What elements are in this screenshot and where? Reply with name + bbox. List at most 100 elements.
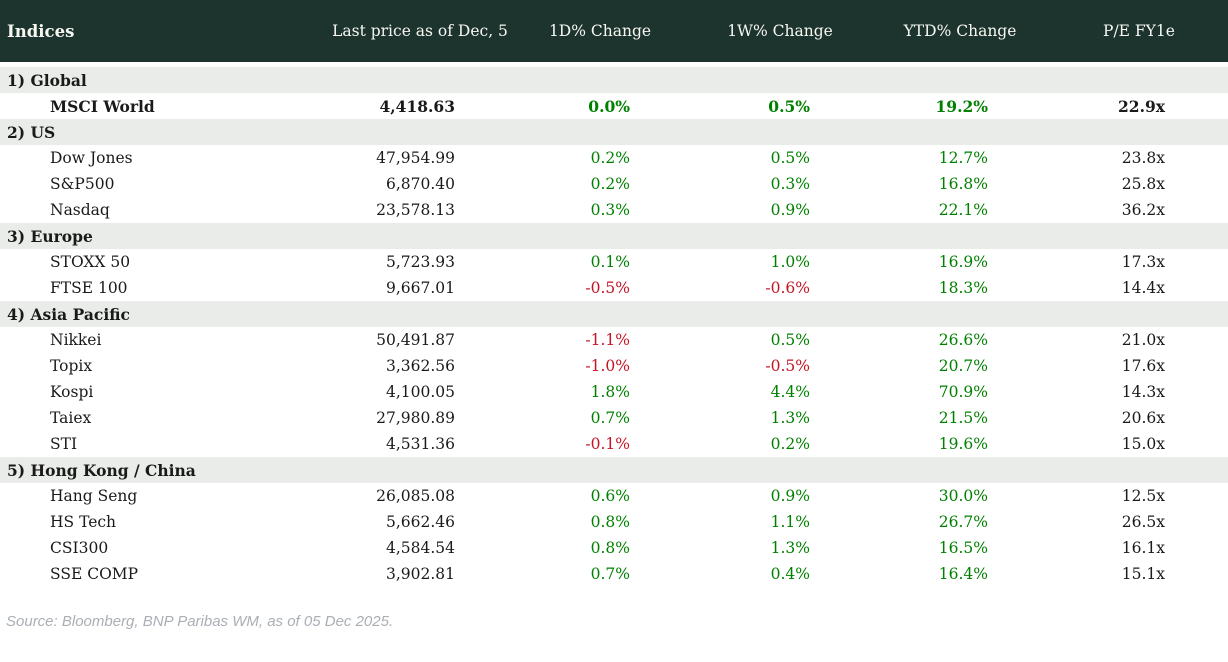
index-row: S&P500 6,870.40 0.2% 0.3% 16.8% 25.8x — [0, 171, 1228, 197]
pe-value-cell: 20.6x — [1050, 405, 1228, 431]
w1-value-cell: 4.4% — [690, 379, 870, 405]
index-row: Taiex 27,980.89 0.7% 1.3% 21.5% 20.6x — [0, 405, 1228, 431]
w1-value-cell: -0.5% — [690, 353, 870, 379]
price-value-cell: 3,902.81 — [330, 561, 510, 587]
w1-value-cell: 0.9% — [690, 483, 870, 509]
price-value-cell: 4,531.36 — [330, 431, 510, 457]
w1-value-cell: 0.4% — [690, 561, 870, 587]
pe-value-cell: 17.6x — [1050, 353, 1228, 379]
index-row: Dow Jones 47,954.99 0.2% 0.5% 12.7% 23.8x — [0, 145, 1228, 171]
pe-value-cell: 12.5x — [1050, 483, 1228, 509]
section-row: 4) Asia Pacific — [0, 301, 1228, 327]
d1-value-cell: 0.7% — [510, 561, 690, 587]
index-row: Nasdaq 23,578.13 0.3% 0.9% 22.1% 36.2x — [0, 197, 1228, 223]
w1-value-cell: 1.3% — [690, 405, 870, 431]
d1-value-cell: -0.5% — [510, 275, 690, 301]
index-name-cell: Kospi — [0, 379, 330, 405]
index-name-cell: STOXX 50 — [0, 249, 330, 275]
d1-value-cell: 0.7% — [510, 405, 690, 431]
w1-value-cell: 0.5% — [690, 93, 870, 119]
index-row: HS Tech 5,662.46 0.8% 1.1% 26.7% 26.5x — [0, 509, 1228, 535]
price-value-cell: 23,578.13 — [330, 197, 510, 223]
ytd-value-cell: 16.9% — [870, 249, 1050, 275]
header-spacer — [0, 62, 1228, 67]
d1-value-cell: 0.8% — [510, 509, 690, 535]
ytd-value-cell: 26.6% — [870, 327, 1050, 353]
index-name-cell: FTSE 100 — [0, 275, 330, 301]
column-header-w1: 1W% Change — [690, 0, 870, 62]
ytd-value-cell: 18.3% — [870, 275, 1050, 301]
column-header-name: Indices — [0, 0, 330, 62]
index-name-cell: Nikkei — [0, 327, 330, 353]
w1-value-cell: 1.1% — [690, 509, 870, 535]
index-row: Nikkei 50,491.87 -1.1% 0.5% 26.6% 21.0x — [0, 327, 1228, 353]
section-row: 3) Europe — [0, 223, 1228, 249]
table-header-row: Indices Last price as of Dec, 5 1D% Change… — [0, 0, 1228, 62]
price-value-cell: 50,491.87 — [330, 327, 510, 353]
d1-value-cell: -1.1% — [510, 327, 690, 353]
index-name-cell: Nasdaq — [0, 197, 330, 223]
pe-value-cell: 16.1x — [1050, 535, 1228, 561]
d1-value-cell: 0.2% — [510, 171, 690, 197]
ytd-value-cell: 16.5% — [870, 535, 1050, 561]
pe-value-cell: 21.0x — [1050, 327, 1228, 353]
section-label: 3) Europe — [0, 223, 1228, 249]
index-row: Topix 3,362.56 -1.0% -0.5% 20.7% 17.6x — [0, 353, 1228, 379]
column-header-price: Last price as of Dec, 5 — [330, 0, 510, 62]
price-value-cell: 4,418.63 — [330, 93, 510, 119]
index-name-cell: MSCI World — [0, 93, 330, 119]
section-label: 2) US — [0, 119, 1228, 145]
column-header-pe: P/E FY1e — [1050, 0, 1228, 62]
price-value-cell: 5,723.93 — [330, 249, 510, 275]
pe-value-cell: 14.4x — [1050, 275, 1228, 301]
ytd-value-cell: 26.7% — [870, 509, 1050, 535]
index-name-cell: S&P500 — [0, 171, 330, 197]
d1-value-cell: 0.6% — [510, 483, 690, 509]
ytd-value-cell: 30.0% — [870, 483, 1050, 509]
section-row: 2) US — [0, 119, 1228, 145]
index-name-cell: CSI300 — [0, 535, 330, 561]
w1-value-cell: 0.3% — [690, 171, 870, 197]
pe-value-cell: 22.9x — [1050, 93, 1228, 119]
w1-value-cell: 0.9% — [690, 197, 870, 223]
price-value-cell: 27,980.89 — [330, 405, 510, 431]
price-value-cell: 5,662.46 — [330, 509, 510, 535]
index-name-cell: Topix — [0, 353, 330, 379]
section-label: 5) Hong Kong / China — [0, 457, 1228, 483]
ytd-value-cell: 19.2% — [870, 93, 1050, 119]
pe-value-cell: 26.5x — [1050, 509, 1228, 535]
w1-value-cell: 0.5% — [690, 145, 870, 171]
d1-value-cell: -1.0% — [510, 353, 690, 379]
price-value-cell: 26,085.08 — [330, 483, 510, 509]
index-name-cell: Hang Seng — [0, 483, 330, 509]
w1-value-cell: -0.6% — [690, 275, 870, 301]
ytd-value-cell: 19.6% — [870, 431, 1050, 457]
column-header-ytd: YTD% Change — [870, 0, 1050, 62]
pe-value-cell: 23.8x — [1050, 145, 1228, 171]
pe-value-cell: 25.8x — [1050, 171, 1228, 197]
index-row: MSCI World 4,418.63 0.0% 0.5% 19.2% 22.9x — [0, 93, 1228, 119]
price-value-cell: 4,100.05 — [330, 379, 510, 405]
pe-value-cell: 17.3x — [1050, 249, 1228, 275]
pe-value-cell: 15.1x — [1050, 561, 1228, 587]
pe-value-cell: 15.0x — [1050, 431, 1228, 457]
column-header-d1: 1D% Change — [510, 0, 690, 62]
d1-value-cell: 0.2% — [510, 145, 690, 171]
d1-value-cell: 0.0% — [510, 93, 690, 119]
price-value-cell: 4,584.54 — [330, 535, 510, 561]
index-name-cell: STI — [0, 431, 330, 457]
price-value-cell: 6,870.40 — [330, 171, 510, 197]
index-name-cell: SSE COMP — [0, 561, 330, 587]
index-name-cell: HS Tech — [0, 509, 330, 535]
d1-value-cell: 0.8% — [510, 535, 690, 561]
index-name-cell: Dow Jones — [0, 145, 330, 171]
price-value-cell: 47,954.99 — [330, 145, 510, 171]
w1-value-cell: 0.2% — [690, 431, 870, 457]
index-row: Kospi 4,100.05 1.8% 4.4% 70.9% 14.3x — [0, 379, 1228, 405]
section-row: 1) Global — [0, 67, 1228, 93]
pe-value-cell: 14.3x — [1050, 379, 1228, 405]
ytd-value-cell: 70.9% — [870, 379, 1050, 405]
indices-table: Indices Last price as of Dec, 5 1D% Change… — [0, 0, 1228, 587]
d1-value-cell: 1.8% — [510, 379, 690, 405]
ytd-value-cell: 20.7% — [870, 353, 1050, 379]
